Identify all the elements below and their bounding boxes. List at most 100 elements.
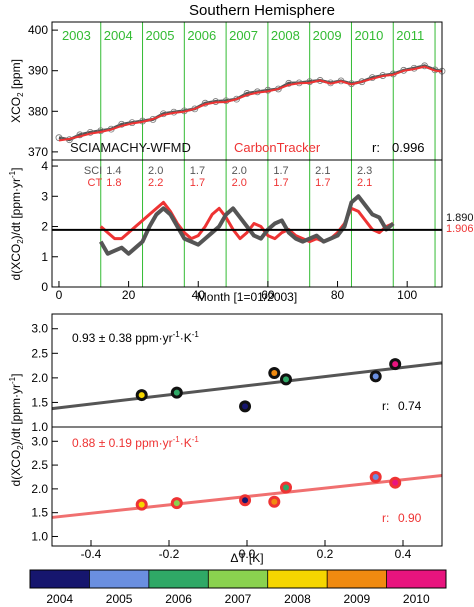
sci-annual-value: 1.7 <box>190 165 205 177</box>
mean-ct-label: 1.906 <box>446 223 474 235</box>
sci-annual-value: 2.3 <box>357 165 372 177</box>
scatter-x-axis-label: ΔT [K] <box>230 551 263 565</box>
bottom-fit-annotation: 0.88 ± 0.19 ppm·yr-1·K-1 <box>72 435 199 450</box>
xco2-y-axis-label: XCO2 [ppm] <box>9 59 25 123</box>
y-tick-label: 3.0 <box>31 434 48 448</box>
annual-mean-annotations: SCICT1.41.82.02.21.71.72.02.01.71.72.11.… <box>84 165 372 189</box>
series-line <box>99 194 395 256</box>
scatter-point <box>242 403 249 410</box>
scatter-panel: 1.01.52.02.53.01.01.52.02.53.0 -0.4 -0.2 0… <box>8 313 443 565</box>
colorbar-swatch <box>89 570 149 588</box>
x-tick-label: 80 <box>331 288 345 302</box>
x-tick-label: 100 <box>397 288 417 302</box>
sci-annual-value: 1.7 <box>273 165 288 177</box>
year-colorbar: 2004 2005 2006 2007 2008 2009 2010 <box>29 569 447 606</box>
y-tick-label: 1.5 <box>31 395 48 409</box>
colorbar-swatch <box>30 570 90 588</box>
x-tick-label: 0 <box>56 288 63 302</box>
scatter-point <box>271 498 278 505</box>
regression-line <box>51 361 443 411</box>
colorbar-frame <box>29 569 447 589</box>
year-label: 2008 <box>271 28 300 43</box>
data-point <box>285 79 293 87</box>
xco2-series <box>55 62 446 144</box>
ct-annual-value: 2.0 <box>232 177 247 189</box>
year-label: 2011 <box>396 28 424 43</box>
colorbar-swatch <box>267 570 328 588</box>
year-label: 2010 <box>354 28 383 43</box>
year-label: 2006 <box>187 28 216 43</box>
year-label: 2004 <box>104 28 133 43</box>
scatter-point <box>283 376 289 383</box>
scatter-point <box>372 473 379 480</box>
y-tick-label: 400 <box>28 23 48 37</box>
bottom-r-value: 0.90 <box>398 511 422 525</box>
sci-annual-value: 2.0 <box>232 165 247 177</box>
scatter-point <box>283 484 289 491</box>
sci-annotation-label: SCI <box>84 165 102 177</box>
year-labels: 2003 2004 2005 2006 2007 2008 2009 2010 2011 <box>62 28 424 43</box>
x-tick-label: 20 <box>122 288 136 302</box>
growth-plot-frame <box>51 159 443 288</box>
ct-annual-value: 1.7 <box>315 177 330 189</box>
colorbar-swatch <box>327 570 387 588</box>
x-tick-label: -0.2 <box>159 547 180 561</box>
colorbar-year-label: 2005 <box>106 592 133 606</box>
scatter-point <box>372 373 379 380</box>
colorbar-year-label: 2009 <box>344 592 371 606</box>
x-tick-label: 0.4 <box>395 547 412 561</box>
growth-y-axis-label: d(XCO2)/dt [ppm·yr-1] <box>8 168 25 281</box>
mean-sci-label: 1.890 <box>446 212 474 224</box>
xco2-r-label: r: <box>372 140 380 155</box>
colorbar-year-label: 2010 <box>403 592 430 606</box>
ct-annual-value: 2.1 <box>357 177 372 189</box>
data-point <box>337 77 345 85</box>
data-point <box>421 62 428 70</box>
y-tick-label: 0 <box>41 280 48 294</box>
x-tick-label: 0.2 <box>317 547 334 561</box>
scatter-point <box>392 479 399 486</box>
y-tick-label: 2.0 <box>31 482 48 496</box>
y-tick-label: 3 <box>41 189 48 203</box>
growth-x-axis-label: Month [1=01/2003] <box>197 290 297 304</box>
top-r-value: 0.74 <box>398 399 422 413</box>
growth-x-ticks: 0 20 40 60 80 100 <box>56 281 418 302</box>
scatter-point <box>271 369 278 376</box>
chart-title: Southern Hemisphere <box>189 2 335 19</box>
y-tick-label: 1.0 <box>31 420 48 434</box>
y-tick-label: 2.0 <box>31 371 48 385</box>
colorbar-swatch <box>208 570 268 588</box>
scatter-x-ticks: -0.4 -0.2 0.0 0.2 0.4 <box>81 540 412 561</box>
y-tick-label: 390 <box>28 64 48 78</box>
scatter-point <box>138 392 145 399</box>
scatter-points <box>135 358 402 511</box>
bottom-r-label: r: <box>382 511 389 525</box>
ct-annual-value: 1.7 <box>273 177 288 189</box>
growth-rate-series <box>99 194 395 256</box>
ct-annual-value: 2.2 <box>148 177 163 189</box>
y-tick-label: 1.0 <box>31 529 48 543</box>
x-tick-label: -0.4 <box>81 547 102 561</box>
x-tick-label: 0.0 <box>239 547 256 561</box>
scatter-point <box>173 500 180 507</box>
sci-annual-value: 2.0 <box>148 165 163 177</box>
y-tick-label: 1.5 <box>31 506 48 520</box>
ct-annotation-label: CT <box>88 177 103 189</box>
x-tick-label: 40 <box>192 288 206 302</box>
sci-annual-value: 1.4 <box>106 165 121 177</box>
sci-annual-value: 2.1 <box>315 165 330 177</box>
top-r-label: r: <box>382 399 389 413</box>
year-label: 2009 <box>313 28 342 43</box>
colorbar-year-label: 2006 <box>165 592 192 606</box>
x-tick-label: 60 <box>261 288 275 302</box>
scatter-y-axis-label: d(XCO2)/dt [ppm·yr-1] <box>8 374 25 487</box>
xco2-y-ticks: 370 380 390 400 <box>28 23 58 159</box>
xco2-panel: 2003 2004 2005 2006 2007 2008 2009 2010 2011 370… <box>9 21 446 161</box>
colorbar-swatch <box>386 570 446 588</box>
year-label: 2007 <box>229 28 258 43</box>
y-tick-label: 380 <box>28 104 48 118</box>
scatter-point <box>392 361 399 368</box>
colorbar-swatch <box>148 570 209 588</box>
scatter-y-ticks: 1.01.52.02.53.01.01.52.02.53.0 <box>31 322 58 543</box>
